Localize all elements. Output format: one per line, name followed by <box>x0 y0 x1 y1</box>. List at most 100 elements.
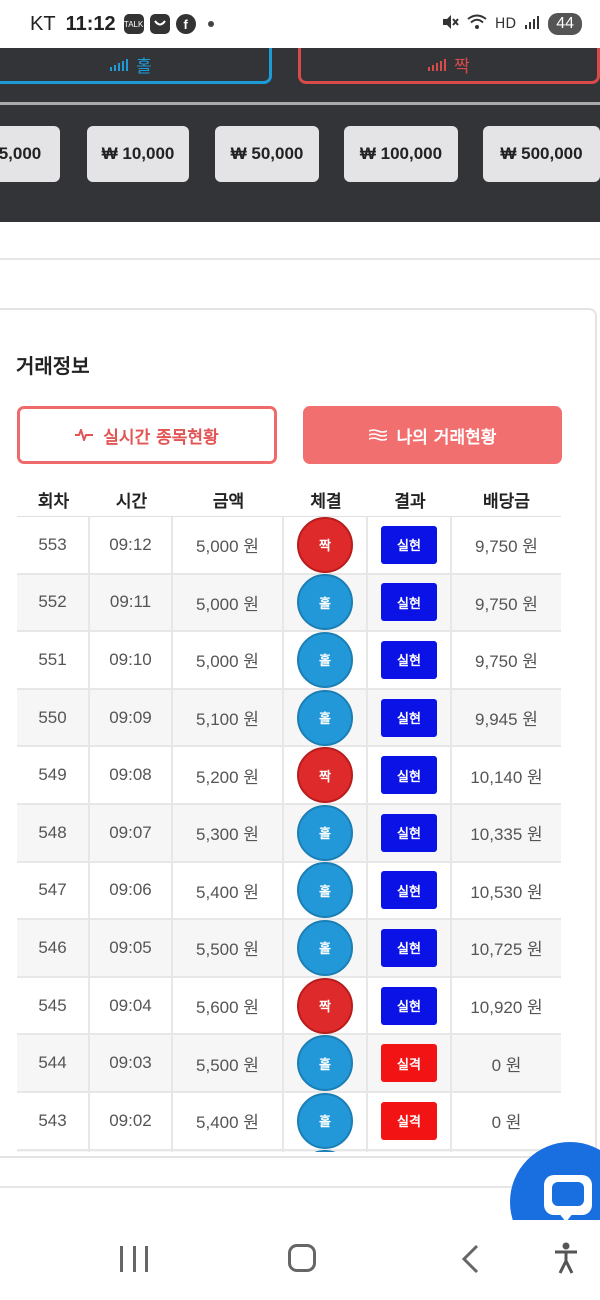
accessibility-icon[interactable] <box>552 1242 580 1274</box>
pick-cell: 홀 <box>284 574 368 631</box>
result-cell: 실현 <box>368 977 452 1034</box>
table-row: 549 09:08 5,200 원 짝 실현 10,140 원 <box>17 747 561 805</box>
pick-cell: 홀 <box>284 689 368 746</box>
payout-cell: 10,920 원 <box>470 998 543 1018</box>
table-row <box>17 1150 561 1152</box>
payout-cell: 0 원 <box>491 1113 522 1133</box>
pick-badge: 홀 <box>297 631 353 688</box>
amount-cell: 5,300 원 <box>173 804 284 861</box>
amount-chip-50000[interactable]: ₩ 50,000 <box>215 126 319 182</box>
pick-badge: 짝 <box>297 977 353 1034</box>
system-indicators: HD 44 <box>441 13 582 35</box>
round-cell: 553 <box>17 517 90 573</box>
realtime-status-button[interactable]: 실시간 종목현황 <box>17 406 277 464</box>
pick-cell: 홀 <box>284 1092 368 1149</box>
smile-app-icon <box>149 14 170 34</box>
amount-cell: 5,500 원 <box>173 920 284 976</box>
result-badge: 실현 <box>381 640 437 679</box>
odd-bet-button[interactable]: 홀 <box>0 48 272 84</box>
back-icon[interactable] <box>460 1244 480 1274</box>
notification-icons: TALK f <box>123 14 214 34</box>
time-cell: 09:08 <box>90 747 173 803</box>
round-cell: 546 <box>17 920 90 976</box>
more-notifications-dot <box>207 21 214 27</box>
chat-bubble-icon[interactable] <box>544 1175 592 1215</box>
result-cell: 실현 <box>368 804 452 861</box>
time-cell <box>90 1150 173 1152</box>
result-cell: 실현 <box>368 747 452 803</box>
pick-cell: 홀 <box>284 1035 368 1092</box>
result-cell: 실현 <box>368 862 452 919</box>
section-divider <box>0 258 600 260</box>
time-cell: 09:07 <box>90 804 173 861</box>
home-icon[interactable] <box>288 1244 316 1272</box>
time-cell: 09:10 <box>90 632 173 688</box>
payout-cell: 9,750 원 <box>475 652 538 672</box>
payout-cell: 10,140 원 <box>470 767 543 787</box>
pick-cell: 홀 <box>284 862 368 919</box>
time-cell: 09:11 <box>90 574 173 631</box>
result-badge: 실현 <box>381 813 437 852</box>
odd-label: 홀 <box>136 57 152 77</box>
time-cell: 09:12 <box>90 517 173 573</box>
recent-apps-icon[interactable] <box>120 1246 148 1272</box>
battery-level: 44 <box>548 13 582 35</box>
amount-chip-5000[interactable]: 5,000 <box>0 126 60 182</box>
system-nav-bar <box>0 1220 600 1300</box>
amount-cell: 5,500 원 <box>173 1035 284 1091</box>
amount-chip-100000[interactable]: ₩ 100,000 <box>344 126 458 182</box>
result-cell: 실현 <box>368 689 452 746</box>
round-cell: 547 <box>17 862 90 919</box>
time-cell: 09:09 <box>90 689 173 746</box>
payout-cell: 10,335 원 <box>470 825 543 845</box>
time-cell: 09:04 <box>90 977 173 1034</box>
payout-cell: 9,750 원 <box>475 537 538 557</box>
result-cell: 실격 <box>368 1092 452 1149</box>
column-header-time: 시간 <box>115 491 148 512</box>
pick-cell: 홀 <box>284 804 368 861</box>
my-trades-label: 나의 거래현황 <box>396 427 497 448</box>
pick-badge: 홀 <box>297 1092 353 1149</box>
table-row: 550 09:09 5,100 원 홀 실현 9,945 원 <box>17 689 561 748</box>
result-badge: 실현 <box>381 525 437 564</box>
payout-cell: 10,725 원 <box>470 940 543 960</box>
amount-chip-500000[interactable]: ₩ 500,000 <box>483 126 600 182</box>
amount-cell: 5,600 원 <box>173 977 284 1034</box>
table-row: 553 09:12 5,000 원 짝 실현 9,750 원 <box>17 517 561 575</box>
result-cell: 실현 <box>368 574 452 631</box>
wave-icon <box>368 429 387 441</box>
amount-cell: 5,000 원 <box>173 574 284 631</box>
column-header-amount: 금액 <box>212 491 245 512</box>
payout-cell: 10,530 원 <box>470 882 543 902</box>
result-badge: 실현 <box>381 698 437 737</box>
table-row: 552 09:11 5,000 원 홀 실현 9,750 원 <box>17 574 561 633</box>
chat-bubble-tail <box>558 1212 574 1222</box>
result-badge: 실현 <box>381 756 437 795</box>
amount-cell: 5,400 원 <box>173 1092 284 1149</box>
round-cell <box>17 1150 90 1152</box>
even-bet-button[interactable]: 짝 <box>298 48 600 84</box>
time-cell: 09:03 <box>90 1035 173 1091</box>
pick-badge <box>297 1150 353 1152</box>
my-trades-button[interactable]: 나의 거래현황 <box>303 406 562 464</box>
trade-table-body[interactable]: 553 09:12 5,000 원 짝 실현 9,750 원 552 09:11 5,000 원… <box>17 516 561 1152</box>
facebook-icon: f <box>175 14 196 34</box>
payout-cell: 9,750 원 <box>475 594 538 614</box>
kakaotalk-icon: TALK <box>123 14 144 34</box>
trade-table-header: 회차 시간 금액 체결 결과 배당금 <box>17 480 561 518</box>
pick-badge: 홀 <box>297 919 353 976</box>
pick-badge: 홀 <box>297 862 353 919</box>
result-badge: 실현 <box>381 986 437 1025</box>
table-row: 547 09:06 5,400 원 홀 실현 10,530 원 <box>17 862 561 921</box>
bet-panel: 홀 짝 5,000 ₩ 10,000 ₩ 50,000 ₩ 100,000 ₩ … <box>0 48 600 222</box>
amount-chip-10000[interactable]: ₩ 10,000 <box>87 126 189 182</box>
round-cell: 550 <box>17 689 90 746</box>
result-cell <box>368 1150 452 1152</box>
payout-cell: 9,945 원 <box>475 710 538 730</box>
result-badge: 실현 <box>381 928 437 967</box>
pick-cell: 홀 <box>284 631 368 688</box>
clock: 11:12 <box>65 12 116 35</box>
result-cell: 실현 <box>368 632 452 688</box>
pick-badge: 짝 <box>297 517 353 573</box>
even-label: 짝 <box>454 57 470 77</box>
